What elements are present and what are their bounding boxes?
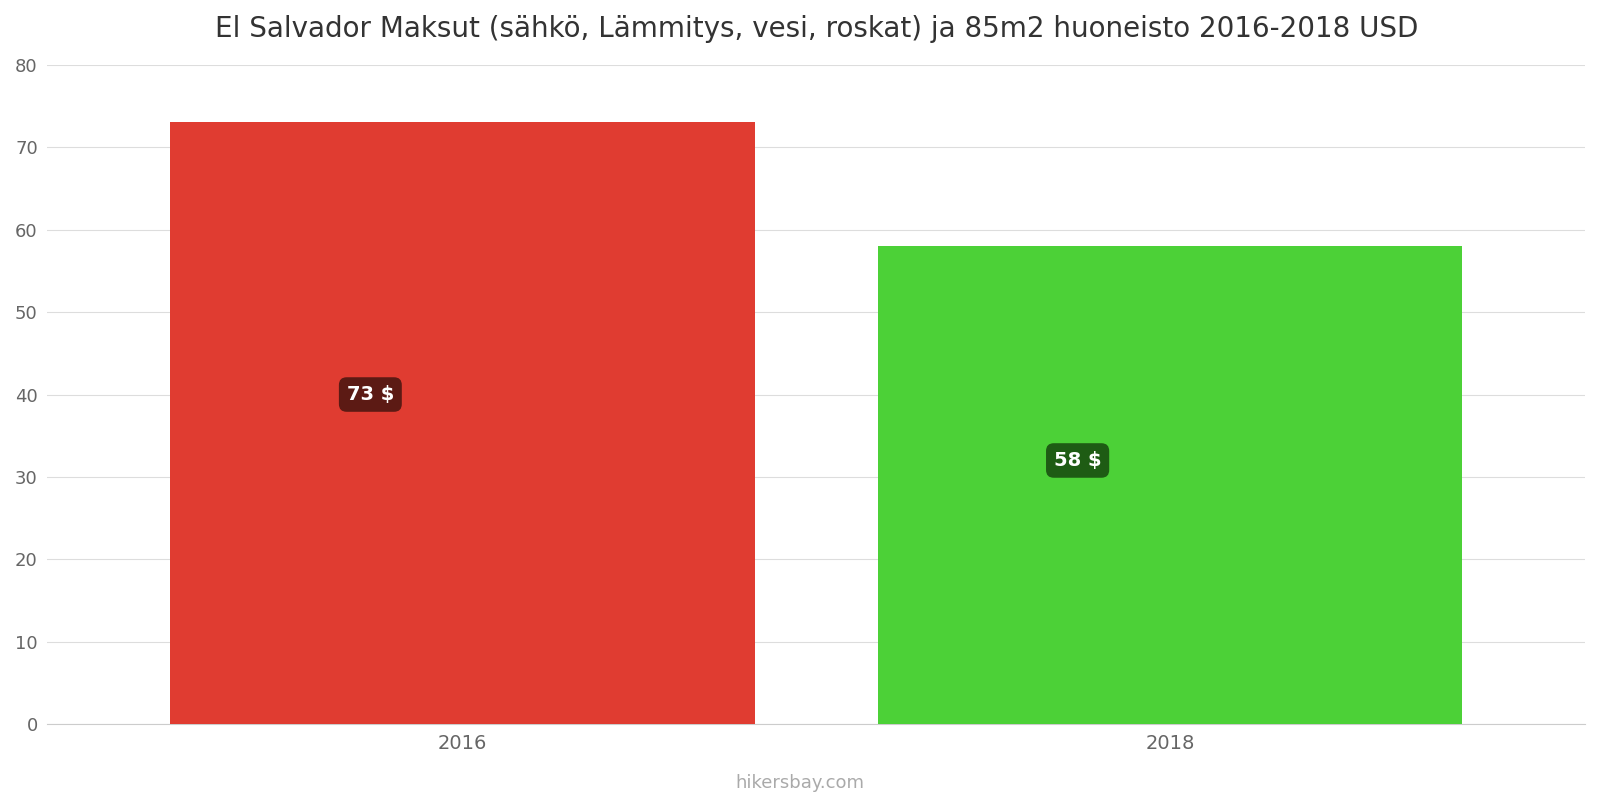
Title: El Salvador Maksut (sähkö, Lämmitys, vesi, roskat) ja 85m2 huoneisto 2016-2018 U: El Salvador Maksut (sähkö, Lämmitys, ves… (214, 15, 1418, 43)
Text: hikersbay.com: hikersbay.com (736, 774, 864, 792)
Text: 73 $: 73 $ (347, 385, 394, 404)
Bar (878, 246, 1462, 724)
Bar (171, 122, 755, 724)
Text: 58 $: 58 $ (1054, 451, 1101, 470)
